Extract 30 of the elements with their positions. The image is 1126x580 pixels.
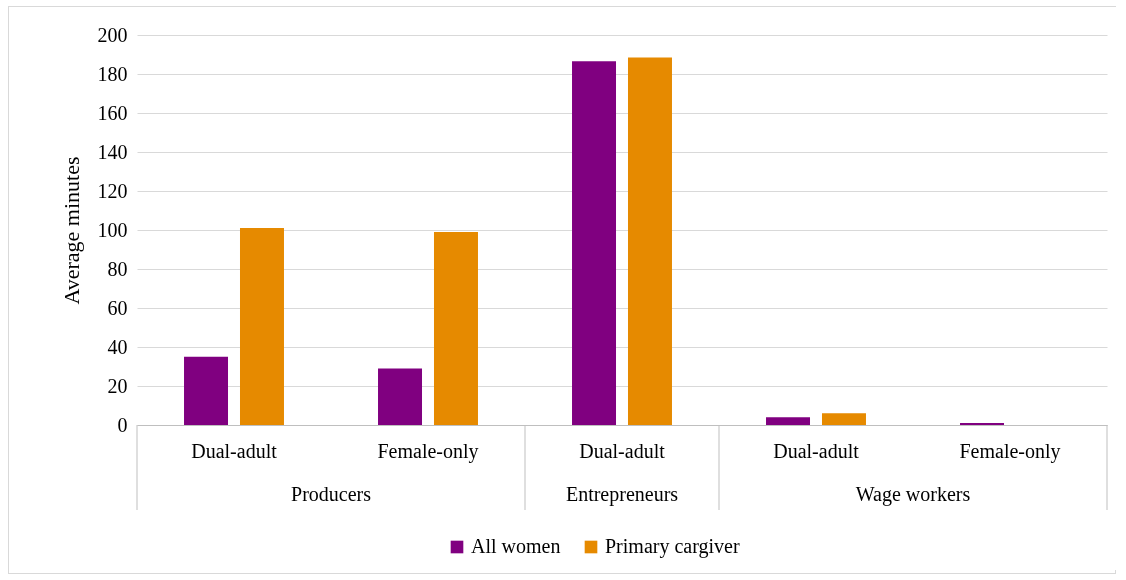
bar	[766, 417, 811, 425]
bar	[378, 368, 423, 425]
text: Producers	[291, 483, 372, 505]
bar	[433, 231, 478, 425]
y-tick-label: 100	[97, 218, 128, 241]
y-tick-label: 200	[97, 23, 128, 46]
y-tick-label: 120	[97, 179, 128, 202]
bar	[821, 413, 866, 425]
bar	[627, 57, 672, 425]
y-tick-label: 180	[97, 62, 128, 85]
bar	[184, 356, 229, 425]
y-tick-label: 160	[97, 101, 128, 124]
legend-label: Primary cargiver	[605, 535, 740, 558]
x-tick-label: Dual-adult	[773, 439, 860, 462]
bar	[572, 61, 617, 425]
x-tick-label: Female-only	[377, 439, 479, 463]
bar	[239, 228, 284, 425]
x-tick-label: Dual-adult	[191, 439, 278, 462]
y-tick-label: 140	[97, 140, 128, 163]
text: Entrepreneurs	[565, 483, 679, 506]
y-tick-label: 80	[107, 257, 128, 280]
y-tick-label: 40	[107, 335, 128, 358]
y-axis-title: Average minutes	[58, 156, 84, 305]
x-tick-label: Female-only	[959, 439, 1061, 463]
y-tick-label: 60	[107, 296, 128, 319]
x-tick-label: Dual-adult	[579, 439, 666, 462]
legend-label: All women	[471, 535, 561, 557]
y-tick-label: 0	[117, 413, 128, 436]
y-tick-label: 20	[107, 374, 128, 397]
text: Wage workers	[855, 483, 971, 506]
